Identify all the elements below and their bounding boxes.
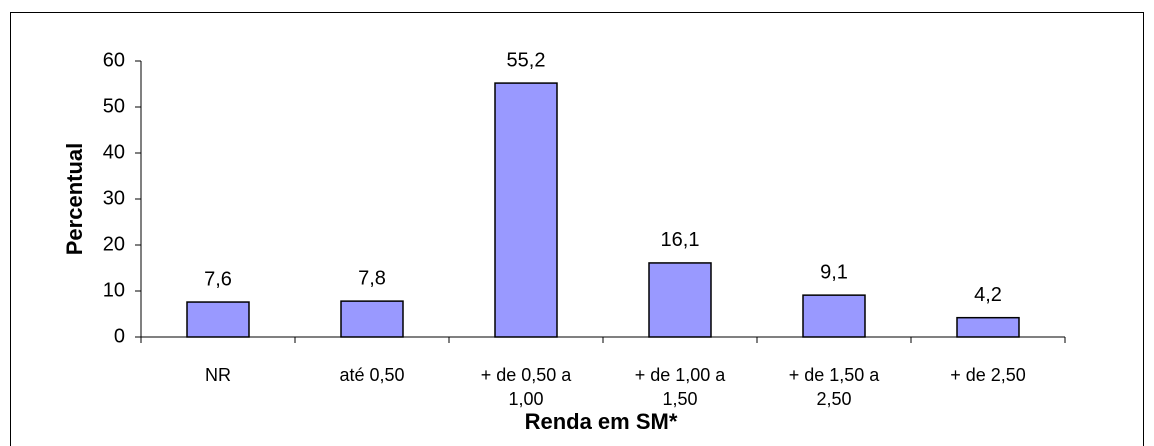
- value-label: 4,2: [974, 284, 1002, 306]
- bar: [802, 294, 866, 338]
- bar: [186, 301, 250, 338]
- x-tick-label: + de 2,50: [950, 365, 1026, 385]
- y-tick-label: 10: [103, 279, 125, 301]
- value-label: 7,8: [358, 267, 386, 289]
- bar: [648, 262, 712, 338]
- value-label: 55,2: [507, 49, 546, 71]
- x-tick-label: + de 1,00 a 1,50: [634, 365, 726, 409]
- x-tick-label: NR: [205, 365, 231, 385]
- y-tick-label: 40: [103, 141, 125, 163]
- y-tick-label: 20: [103, 233, 125, 255]
- x-axis-label: Renda em SM*: [525, 409, 678, 434]
- y-tick-label: 0: [114, 325, 125, 347]
- bar: [956, 316, 1020, 338]
- x-tick-label: + de 1,50 a 2,50: [788, 365, 880, 409]
- bar: [340, 300, 404, 338]
- y-tick-label: 60: [103, 49, 125, 71]
- value-label: 7,6: [204, 268, 232, 290]
- bar: [494, 82, 558, 338]
- value-label: 16,1: [661, 229, 700, 251]
- y-tick-label: 50: [103, 95, 125, 117]
- y-axis-label: Percentual: [62, 143, 87, 256]
- y-tick-label: 30: [103, 187, 125, 209]
- value-label: 9,1: [820, 261, 848, 283]
- frame: [10, 12, 1144, 446]
- x-tick-label: + de 0,50 a 1,00: [480, 365, 572, 409]
- x-tick-label: até 0,50: [339, 365, 405, 385]
